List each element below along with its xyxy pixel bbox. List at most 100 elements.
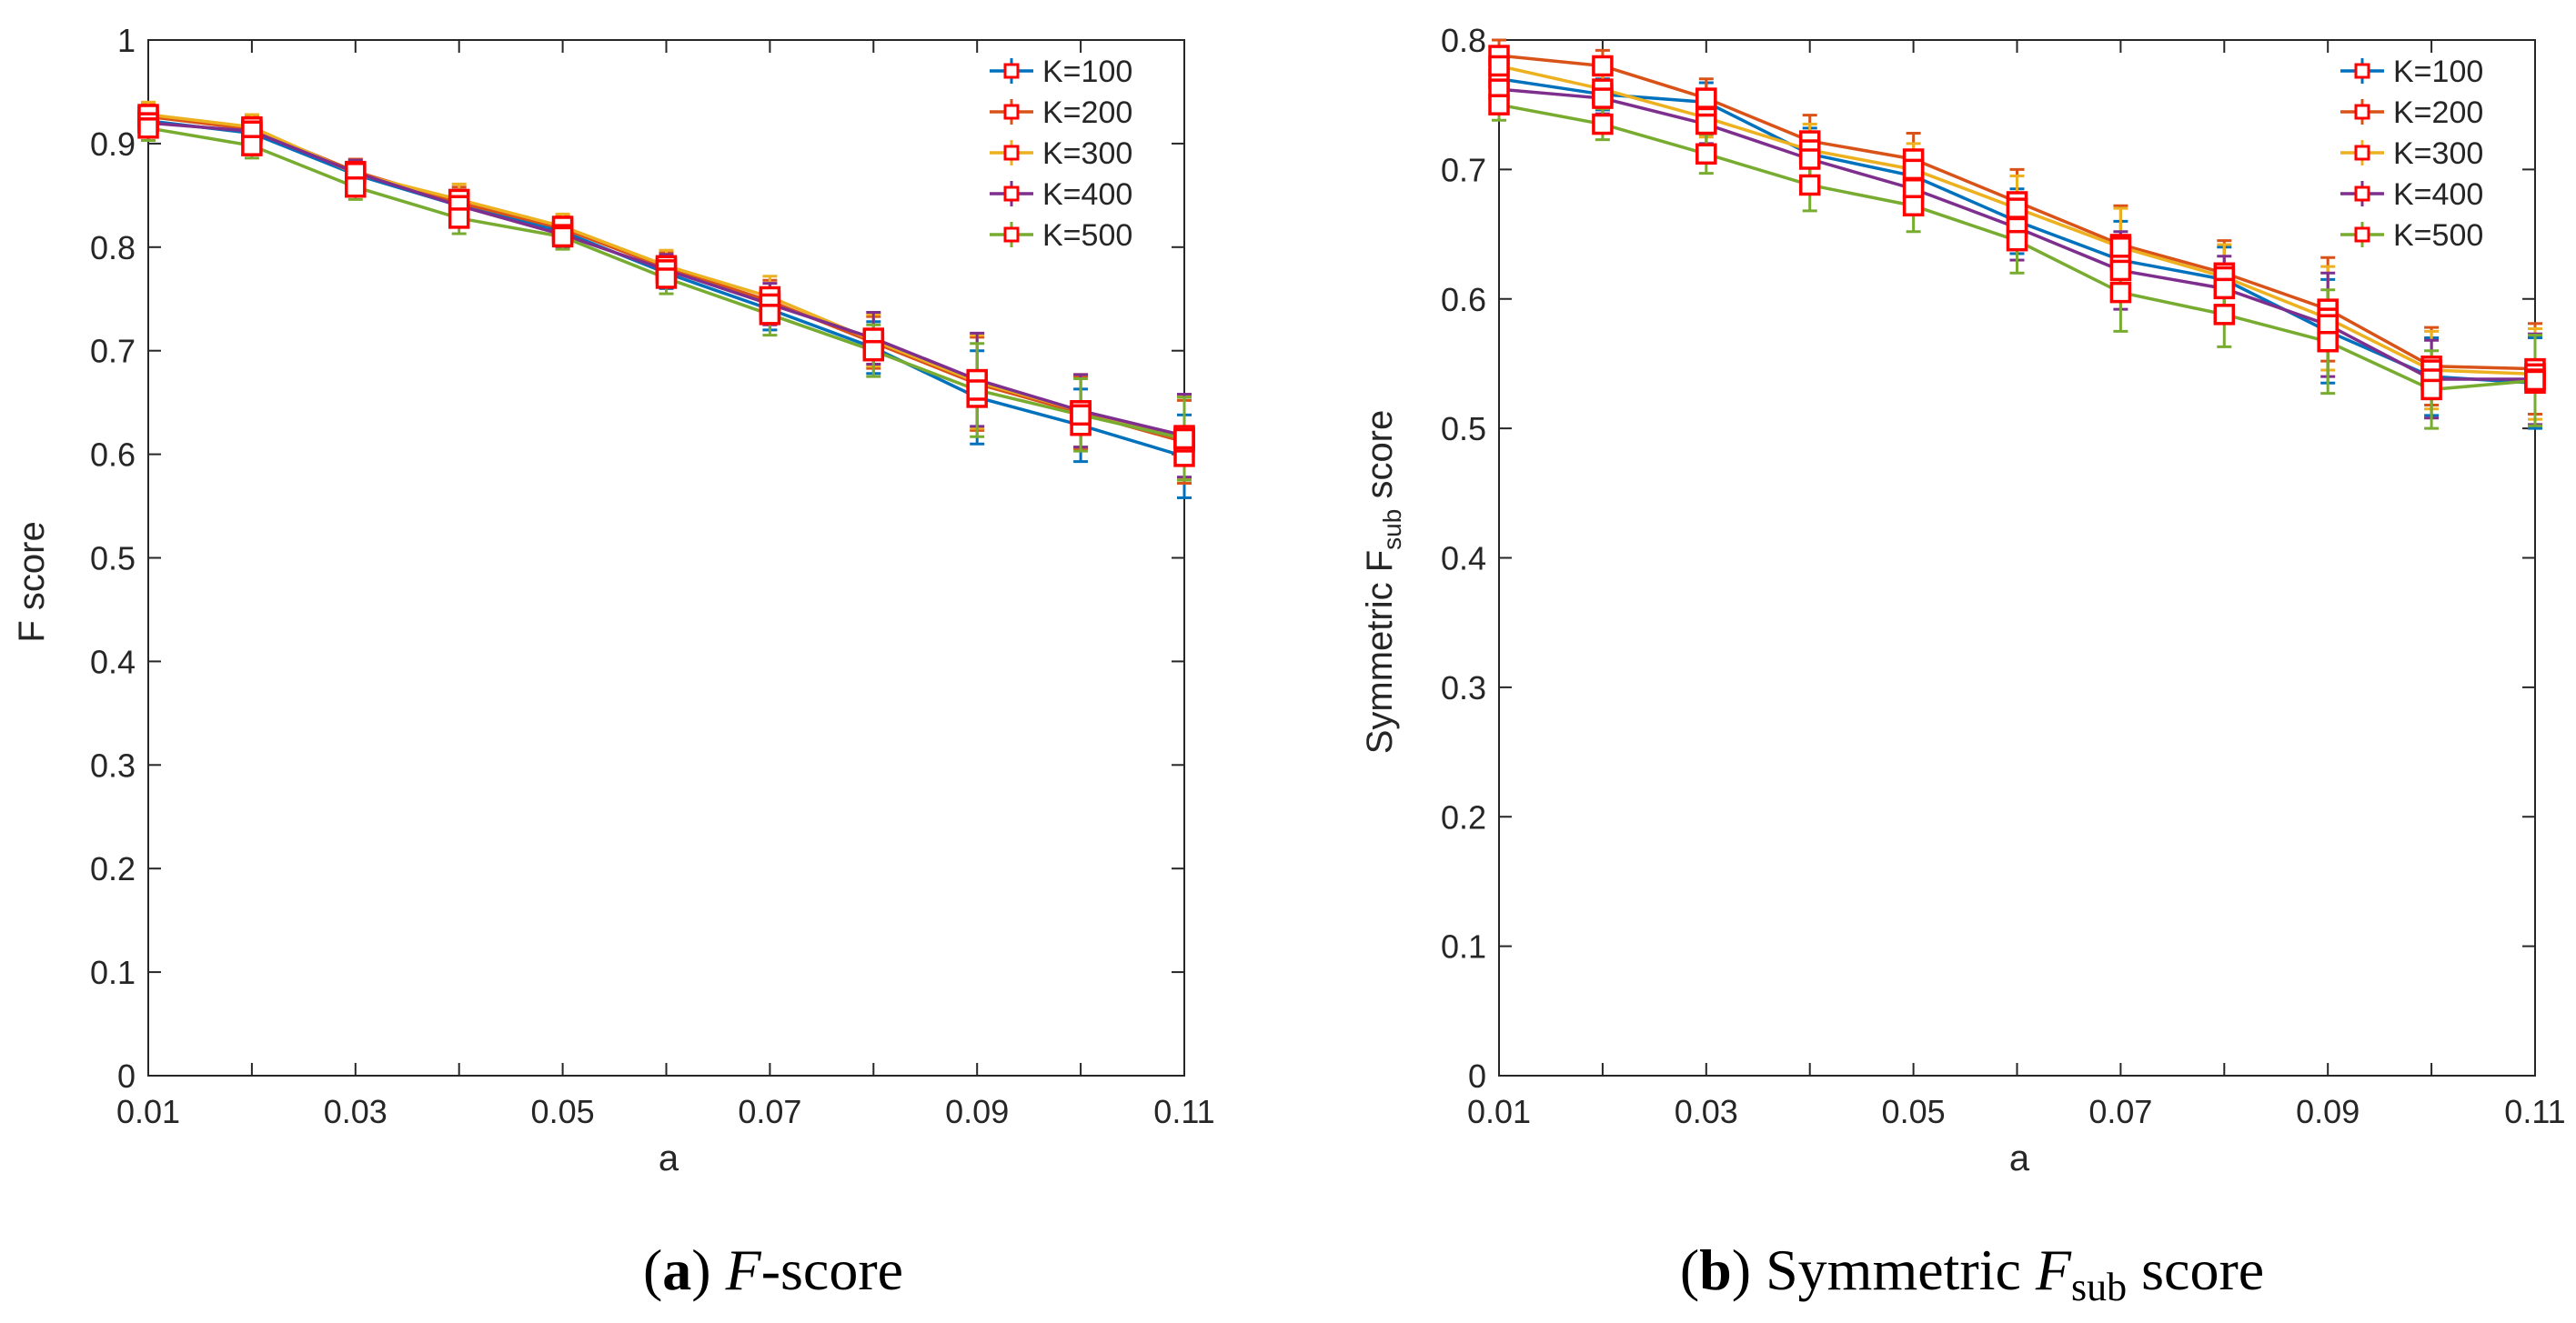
data-point-b-3-2 <box>1696 113 1717 135</box>
legend-label-b-0: K=100 <box>2393 55 2483 89</box>
data-point-a-4-7 <box>862 339 885 362</box>
x-tick-label-a-1: 0.03 <box>324 1093 387 1130</box>
y-tick-label-a-6: 0.6 <box>90 436 136 474</box>
legend-marker-b-4 <box>2354 226 2370 243</box>
y-tick-label-a-2: 0.2 <box>90 850 136 887</box>
y-tick-label-a-3: 0.3 <box>90 747 136 784</box>
legend-label-a-1: K=200 <box>1042 95 1132 130</box>
y-tick-label-a-0: 0 <box>117 1057 136 1095</box>
data-point-a-4-8 <box>966 379 988 401</box>
x-axis-label-b: a <box>2009 1138 2030 1178</box>
caption-b-open: ( <box>1680 1238 1699 1302</box>
data-point-a-4-4 <box>551 226 574 248</box>
legend-label-b-4: K=500 <box>2393 218 2483 253</box>
svg-text:(b) Symmetric Fsub score: (b) Symmetric Fsub score <box>1680 1238 2264 1309</box>
data-point-b-4-8 <box>2317 330 2339 353</box>
x-tick-label-b-0: 0.01 <box>1467 1093 1531 1130</box>
x-tick-label-a-4: 0.09 <box>945 1093 1009 1130</box>
data-point-a-4-10 <box>1173 427 1195 450</box>
data-point-b-4-5 <box>2006 229 2028 252</box>
y-tick-label-b-0: 0 <box>1468 1057 1486 1095</box>
legend-marker-b-2 <box>2354 145 2370 161</box>
data-point-b-4-0 <box>1488 94 1510 115</box>
legend-marker-a-2 <box>1003 145 1020 161</box>
y-axis-label-b-end: score <box>1360 410 1400 509</box>
caption-a-tag: a <box>662 1238 691 1302</box>
y-tick-label-b-4: 0.4 <box>1441 540 1486 577</box>
caption-a-open: ( <box>643 1238 662 1302</box>
legend-marker-a-0 <box>1003 63 1020 79</box>
data-point-a-4-1 <box>241 135 263 156</box>
data-point-b-4-6 <box>2109 281 2132 304</box>
x-tick-label-b-5: 0.11 <box>2504 1093 2565 1130</box>
data-point-a-4-3 <box>448 207 470 229</box>
data-point-b-4-10 <box>2524 369 2546 392</box>
chart-panel-b: Symmetric Fsub score a 0 0.1 0.2 0.3 0.4 0.5 0… <box>1360 22 2566 1178</box>
caption-a-close: ) <box>691 1238 725 1302</box>
y-tick-label-b-1: 0.1 <box>1441 928 1486 966</box>
legend-label-b-2: K=300 <box>2393 136 2483 171</box>
data-point-b-2-4 <box>1902 158 1925 181</box>
data-point-a-4-9 <box>1070 404 1092 426</box>
legend-marker-b-0 <box>2354 63 2370 79</box>
caption-a-italic: F <box>725 1238 762 1302</box>
legend-label-b-3: K=400 <box>2393 177 2483 212</box>
legend-label-b-1: K=200 <box>2393 95 2483 130</box>
y-axis-label-a: F score <box>12 521 52 642</box>
x-tick-label-a-3: 0.07 <box>738 1093 801 1130</box>
x-tick-label-a-5: 0.11 <box>1153 1093 1214 1130</box>
data-point-b-4-1 <box>1592 113 1614 135</box>
data-point-b-1-1 <box>1592 55 1614 77</box>
caption-a-rest: -score <box>761 1238 903 1302</box>
legend-label-a-0: K=100 <box>1042 55 1132 89</box>
svg-text:(a) F-score: (a) F-score <box>643 1238 903 1302</box>
legend-marker-a-4 <box>1003 226 1020 243</box>
y-tick-label-b-2: 0.2 <box>1441 798 1486 836</box>
y-tick-label-b-3: 0.3 <box>1441 669 1486 707</box>
data-point-b-3-7 <box>2213 277 2236 300</box>
data-point-b-2-5 <box>2006 197 2028 219</box>
data-point-b-4-4 <box>1902 195 1925 216</box>
data-point-b-2-6 <box>2109 236 2132 258</box>
legend-marker-a-1 <box>1003 104 1020 120</box>
y-axis-label-b: Symmetric Fsub score <box>1360 410 1406 755</box>
caption-b-close: ) <box>1732 1238 1766 1302</box>
data-point-b-4-7 <box>2213 304 2236 326</box>
data-point-b-1-2 <box>1696 87 1717 109</box>
data-point-b-2-0 <box>1488 55 1510 77</box>
y-axis-label-b-sub: sub <box>1378 509 1406 550</box>
x-tick-label-b-4: 0.09 <box>2296 1093 2360 1130</box>
chart-panel-a: F score a 0 0.1 0.2 0.3 0.4 0.5 0.6 0.7 0.8 0.9 1 0… <box>12 22 1215 1178</box>
x-tick-label-b-1: 0.03 <box>1675 1093 1738 1130</box>
y-axis-label-b-main: Symmetric F <box>1360 550 1400 754</box>
caption-b: (b) Symmetric Fsub score <box>1680 1238 2264 1309</box>
x-tick-label-b-2: 0.05 <box>1882 1093 1946 1130</box>
plot-area-a <box>147 39 1185 1077</box>
data-point-b-4-3 <box>1798 174 1821 196</box>
legend-marker-b-3 <box>2354 185 2370 202</box>
data-point-a-4-6 <box>759 304 781 326</box>
caption-b-italic: F <box>2035 1238 2072 1302</box>
y-tick-label-a-5: 0.5 <box>90 540 136 577</box>
caption-b-end: score <box>2127 1238 2264 1302</box>
y-tick-label-a-8: 0.8 <box>90 229 136 266</box>
data-point-b-4-9 <box>2420 378 2442 401</box>
caption-a: (a) F-score <box>643 1238 903 1302</box>
y-tick-label-a-4: 0.4 <box>90 643 136 680</box>
data-point-a-4-5 <box>655 267 678 289</box>
x-axis-label-a: a <box>659 1138 679 1178</box>
y-tick-label-b-7: 0.7 <box>1441 151 1486 188</box>
legend-marker-b-1 <box>2354 104 2370 120</box>
y-tick-label-a-9: 0.9 <box>90 125 136 163</box>
legend-marker-a-3 <box>1003 185 1020 202</box>
legend-label-a-4: K=500 <box>1042 218 1132 253</box>
data-point-b-4-2 <box>1696 143 1717 165</box>
x-tick-label-a-0: 0.01 <box>116 1093 180 1130</box>
y-tick-label-b-8: 0.8 <box>1441 22 1486 59</box>
y-tick-label-b-6: 0.6 <box>1441 281 1486 318</box>
legend-label-a-3: K=400 <box>1042 177 1132 212</box>
y-tick-label-a-10: 1 <box>117 22 136 59</box>
x-tick-label-a-2: 0.05 <box>531 1093 595 1130</box>
data-point-a-4-0 <box>137 117 159 139</box>
